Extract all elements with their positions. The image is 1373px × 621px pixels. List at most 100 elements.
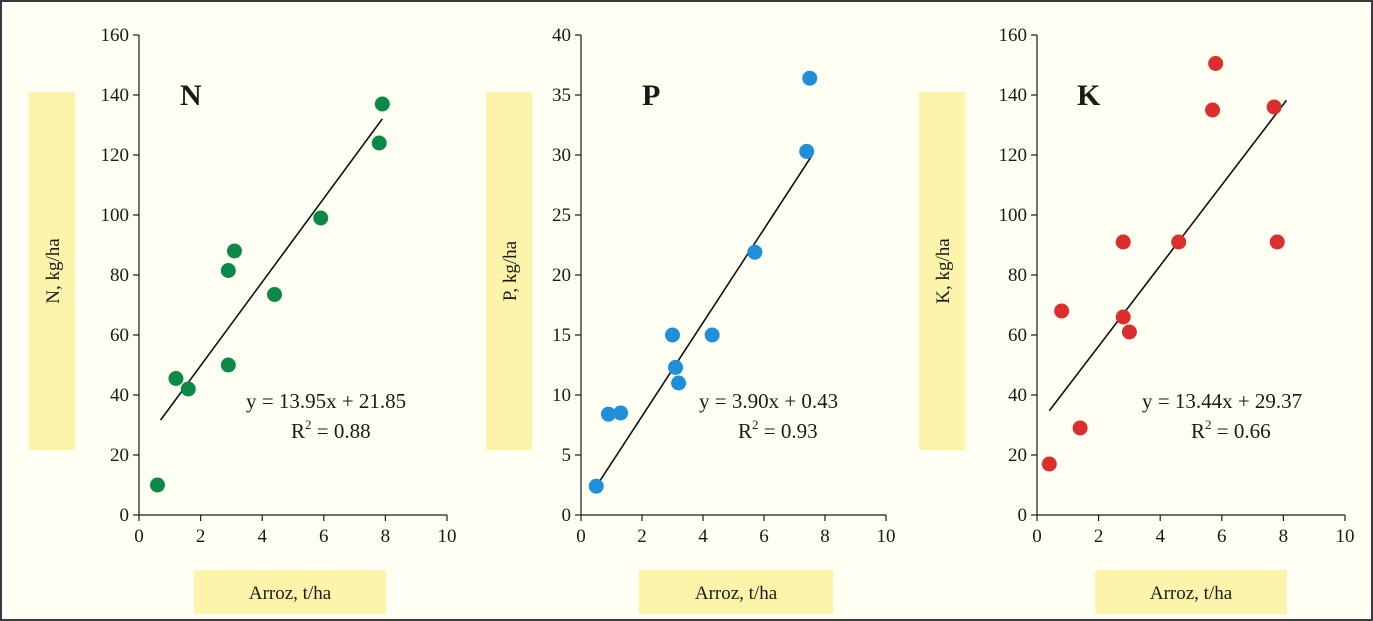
x-tick-label: 8 bbox=[1279, 526, 1289, 547]
y-tick-label: 120 bbox=[999, 145, 1028, 166]
data-point bbox=[1269, 234, 1285, 250]
trendline bbox=[1048, 99, 1288, 412]
x-tick-label: 10 bbox=[877, 526, 896, 547]
data-point bbox=[802, 70, 818, 86]
y-tick-label: 140 bbox=[999, 85, 1028, 106]
x-axis-label-box-1 bbox=[639, 570, 833, 614]
data-point bbox=[747, 244, 763, 260]
y-tick-label: 60 bbox=[1008, 325, 1027, 346]
data-point bbox=[1115, 309, 1131, 325]
y-tick-label: 35 bbox=[552, 85, 571, 106]
x-tick-label: 4 bbox=[698, 526, 708, 547]
y-tick-label: 40 bbox=[1008, 385, 1027, 406]
x-axis-label: Arroz, t/ha bbox=[249, 583, 332, 604]
y-tick-label: 0 bbox=[1018, 505, 1028, 526]
data-point bbox=[149, 477, 165, 493]
data-point bbox=[313, 210, 329, 226]
y-tick-label: 20 bbox=[1008, 445, 1027, 466]
y-axis-label: K, kg/ha bbox=[933, 238, 954, 304]
x-axis-label-box-0 bbox=[194, 570, 386, 614]
data-point bbox=[704, 327, 720, 343]
y-tick-label: 100 bbox=[101, 205, 130, 226]
regression-equation: y = 13.95x + 21.85 bbox=[246, 389, 406, 413]
data-point bbox=[374, 96, 390, 112]
y-tick-label: 40 bbox=[110, 385, 129, 406]
x-tick-label: 8 bbox=[820, 526, 830, 547]
data-point bbox=[220, 263, 236, 278]
y-tick-label: 120 bbox=[101, 145, 130, 166]
y-axis-label: P, kg/ha bbox=[500, 240, 521, 301]
data-point bbox=[1041, 456, 1057, 472]
y-axis-label: N, kg/ha bbox=[43, 238, 64, 304]
x-tick-label: 2 bbox=[1094, 526, 1104, 547]
regression-equation: y = 13.44x + 29.37 bbox=[1142, 389, 1302, 413]
y-tick-label: 20 bbox=[552, 265, 571, 286]
data-point bbox=[226, 243, 242, 259]
data-point bbox=[267, 287, 283, 302]
x-tick-label: 6 bbox=[319, 526, 329, 547]
y-tick-label: 20 bbox=[110, 445, 129, 466]
data-point bbox=[799, 143, 815, 159]
x-tick-label: 6 bbox=[759, 526, 769, 547]
panel-letter: P bbox=[642, 79, 660, 112]
x-tick-label: 0 bbox=[134, 526, 144, 547]
y-tick-label: 160 bbox=[101, 25, 130, 46]
y-axis-label-box-2 bbox=[919, 92, 965, 450]
panel-letter: N bbox=[180, 79, 202, 112]
y-tick-label: 25 bbox=[552, 205, 571, 226]
data-point bbox=[668, 359, 684, 375]
y-axis-label-box-1 bbox=[486, 92, 532, 450]
data-point bbox=[1266, 99, 1282, 115]
x-tick-label: 8 bbox=[381, 526, 391, 547]
x-tick-label: 0 bbox=[1032, 526, 1042, 547]
data-point bbox=[1205, 102, 1221, 118]
data-point bbox=[168, 371, 184, 386]
y-tick-label: 160 bbox=[999, 25, 1028, 46]
data-point bbox=[1121, 324, 1137, 340]
x-tick-label: 0 bbox=[576, 526, 586, 547]
data-point bbox=[1115, 234, 1131, 250]
data-point bbox=[600, 406, 616, 422]
x-tick-label: 10 bbox=[438, 526, 457, 547]
x-tick-label: 4 bbox=[1155, 526, 1165, 547]
y-tick-label: 80 bbox=[110, 265, 129, 286]
y-tick-label: 10 bbox=[552, 385, 571, 406]
x-tick-label: 2 bbox=[637, 526, 647, 547]
y-axis-label-box-0 bbox=[29, 92, 75, 450]
data-point bbox=[613, 405, 629, 421]
r-squared-label: R2 = 0.66 bbox=[1191, 417, 1271, 443]
data-point bbox=[1054, 303, 1070, 319]
y-tick-label: 60 bbox=[110, 325, 129, 346]
y-tick-label: 0 bbox=[562, 505, 572, 526]
x-tick-label: 6 bbox=[1217, 526, 1227, 547]
y-tick-label: 0 bbox=[120, 505, 130, 526]
trendline bbox=[595, 153, 814, 487]
data-point bbox=[1171, 234, 1187, 250]
panel-letter: K bbox=[1077, 79, 1101, 112]
data-point bbox=[1208, 56, 1224, 71]
data-point bbox=[371, 135, 387, 151]
x-axis-label: Arroz, t/ha bbox=[1150, 583, 1233, 604]
data-point bbox=[220, 357, 236, 373]
y-tick-label: 100 bbox=[999, 205, 1028, 226]
data-point bbox=[588, 478, 604, 494]
x-tick-label: 10 bbox=[1336, 526, 1355, 547]
x-axis-label: Arroz, t/ha bbox=[695, 583, 778, 604]
x-tick-label: 4 bbox=[257, 526, 267, 547]
y-tick-label: 30 bbox=[552, 145, 571, 166]
y-tick-label: 80 bbox=[1008, 265, 1027, 286]
data-point bbox=[665, 327, 680, 343]
x-axis-label-box-2 bbox=[1095, 570, 1287, 614]
y-tick-label: 15 bbox=[552, 325, 571, 346]
r-squared-label: R2 = 0.93 bbox=[738, 417, 818, 443]
y-tick-label: 40 bbox=[552, 25, 571, 46]
data-point bbox=[180, 381, 196, 397]
y-tick-label: 140 bbox=[101, 85, 130, 106]
x-tick-label: 2 bbox=[196, 526, 206, 547]
trendline bbox=[159, 118, 383, 421]
r-squared-label: R2 = 0.88 bbox=[291, 417, 371, 443]
regression-equation: y = 3.90x + 0.43 bbox=[699, 389, 838, 413]
y-tick-label: 5 bbox=[562, 445, 572, 466]
